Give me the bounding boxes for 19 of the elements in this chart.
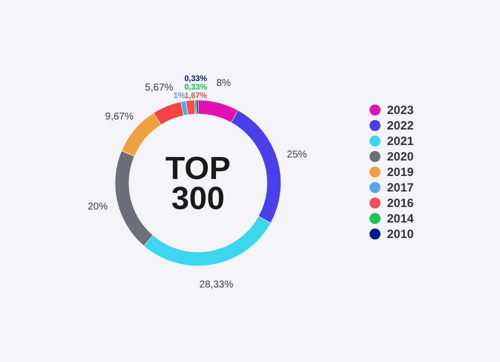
legend-label: 2022	[387, 118, 414, 132]
data-label: 25%	[286, 149, 308, 160]
data-label: 1,67%	[184, 91, 207, 100]
legend-label: 2014	[387, 212, 414, 226]
data-label: 1%	[173, 91, 185, 100]
legend-label: 2016	[387, 196, 414, 210]
legend-label: 2019	[387, 165, 414, 179]
data-label: 5,67%	[144, 82, 174, 94]
legend-label: 2021	[387, 134, 414, 148]
legend-label: 2010	[387, 227, 414, 241]
data-label: 0,33%	[184, 82, 207, 92]
data-label: 9,67%	[105, 112, 134, 123]
legend-label: 2020	[387, 150, 414, 164]
data-label: 28,33%	[199, 279, 234, 290]
data-label: 20%	[88, 202, 108, 213]
legend-label: 2017	[387, 180, 414, 194]
data-label: 8%	[216, 78, 231, 90]
data-label: 0,33%	[184, 74, 207, 83]
legend-label: 2023	[387, 103, 414, 117]
